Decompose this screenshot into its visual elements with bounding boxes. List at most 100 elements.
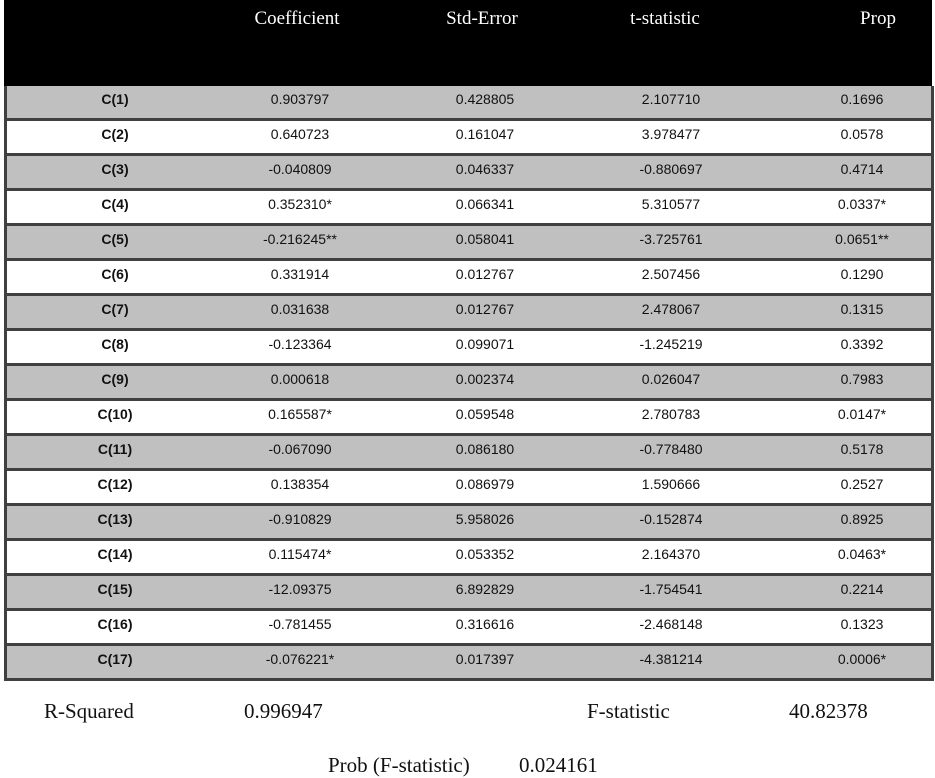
cell-std-error: 0.316616	[455, 616, 515, 632]
cell-t-statistic: 2.164370	[641, 546, 701, 562]
cell-std-error: 0.012767	[455, 301, 515, 317]
table-row: C(16) -0.781455 0.316616 -2.468148 0.1323	[7, 611, 931, 646]
cell-std-error: 0.086979	[455, 476, 515, 492]
table-row: C(9) 0.000618 0.002374 0.026047 0.7983	[7, 366, 931, 401]
cell-coefficient: 0.331914	[270, 266, 330, 282]
table-row: C(4) 0.352310* 0.066341 5.310577 0.0337*	[7, 191, 931, 226]
table-row: C(10) 0.165587* 0.059548 2.780783 0.0147*	[7, 401, 931, 436]
cell-t-statistic: -0.880697	[639, 161, 703, 177]
cell-variable: C(6)	[101, 266, 129, 282]
cell-t-statistic: -2.468148	[639, 616, 703, 632]
cell-prop: 0.0337*	[837, 196, 887, 212]
cell-prop: 0.2527	[840, 476, 884, 492]
cell-coefficient: 0.138354	[270, 476, 330, 492]
cell-std-error: 0.002374	[455, 371, 515, 387]
cell-prop: 0.1323	[840, 616, 884, 632]
cell-variable: C(10)	[97, 406, 133, 422]
table-row: C(6) 0.331914 0.012767 2.507456 0.1290	[7, 261, 931, 296]
header-t-statistic: t-statistic	[630, 8, 700, 29]
cell-std-error: 0.161047	[455, 126, 515, 142]
cell-variable: C(11)	[97, 441, 133, 457]
table-row: C(1) 0.903797 0.428805 2.107710 0.1696	[7, 86, 931, 121]
cell-variable: C(17)	[97, 651, 133, 667]
cell-variable: C(14)	[97, 546, 133, 562]
cell-prop: 0.0006*	[837, 651, 887, 667]
cell-t-statistic: 1.590666	[641, 476, 701, 492]
cell-variable: C(12)	[97, 476, 133, 492]
table-row: C(7) 0.031638 0.012767 2.478067 0.1315	[7, 296, 931, 331]
cell-coefficient: -0.781455	[268, 616, 332, 632]
cell-variable: C(8)	[101, 336, 129, 352]
cell-t-statistic: 5.310577	[641, 196, 701, 212]
cell-prop: 0.0578	[840, 126, 884, 142]
cell-prop: 0.0147*	[837, 406, 887, 422]
cell-variable: C(7)	[101, 301, 129, 317]
cell-std-error: 6.892829	[455, 581, 515, 597]
cell-prop: 0.3392	[840, 336, 884, 352]
cell-std-error: 0.066341	[455, 196, 515, 212]
coefficient-table: C(1) 0.903797 0.428805 2.107710 0.1696 C(2) 0.…	[4, 86, 934, 681]
cell-t-statistic: 2.507456	[641, 266, 701, 282]
cell-t-statistic: -4.381214	[639, 651, 703, 667]
cell-variable: C(16)	[97, 616, 133, 632]
cell-variable: C(3)	[101, 161, 129, 177]
cell-std-error: 0.046337	[455, 161, 515, 177]
cell-coefficient: 0.031638	[270, 301, 330, 317]
cell-coefficient: 0.000618	[270, 371, 330, 387]
cell-t-statistic: -0.152874	[639, 511, 703, 527]
header-std-error: Std-Error	[446, 8, 518, 29]
cell-t-statistic: -1.245219	[639, 336, 703, 352]
cell-t-statistic: -3.725761	[639, 231, 703, 247]
cell-variable: C(2)	[101, 126, 129, 142]
cell-coefficient: 0.903797	[270, 91, 330, 107]
cell-std-error: 0.058041	[455, 231, 515, 247]
cell-variable: C(5)	[101, 231, 129, 247]
cell-t-statistic: -0.778480	[639, 441, 703, 457]
cell-coefficient: -12.09375	[268, 581, 332, 597]
cell-variable: C(9)	[101, 371, 129, 387]
r-squared-value: 0.996947	[244, 699, 323, 723]
cell-prop: 0.2214	[840, 581, 884, 597]
cell-prop: 0.1290	[840, 266, 884, 282]
cell-variable: C(1)	[101, 91, 129, 107]
header-coefficient: Coefficient	[254, 8, 340, 29]
f-statistic-value: 40.82378	[789, 699, 868, 723]
cell-coefficient: 0.352310*	[268, 196, 332, 212]
prob-f-statistic-label: Prob (F-statistic)	[328, 753, 470, 777]
table-row: C(11) -0.067090 0.086180 -0.778480 0.5178	[7, 436, 931, 471]
cell-prop: 0.0463*	[837, 546, 887, 562]
cell-std-error: 0.059548	[455, 406, 515, 422]
cell-t-statistic: 2.478067	[641, 301, 701, 317]
cell-t-statistic: 3.978477	[641, 126, 701, 142]
cell-coefficient: -0.076221*	[265, 651, 335, 667]
cell-prop: 0.1315	[840, 301, 884, 317]
table-row: C(2) 0.640723 0.161047 3.978477 0.0578	[7, 121, 931, 156]
table-row: C(12) 0.138354 0.086979 1.590666 0.2527	[7, 471, 931, 506]
cell-t-statistic: 2.780783	[641, 406, 701, 422]
cell-prop: 0.1696	[840, 91, 884, 107]
cell-prop: 0.8925	[840, 511, 884, 527]
cell-std-error: 0.012767	[455, 266, 515, 282]
table-row: C(8) -0.123364 0.099071 -1.245219 0.3392	[7, 331, 931, 366]
cell-std-error: 0.428805	[455, 91, 515, 107]
cell-std-error: 0.017397	[455, 651, 515, 667]
table-row: C(13) -0.910829 5.958026 -0.152874 0.8925	[7, 506, 931, 541]
header-prop: Prop	[860, 8, 896, 29]
cell-coefficient: 0.115474*	[268, 546, 332, 562]
cell-coefficient: -0.040809	[268, 161, 332, 177]
table-row: C(14) 0.115474* 0.053352 2.164370 0.0463*	[7, 541, 931, 576]
cell-prop: 0.7983	[840, 371, 884, 387]
f-statistic-label: F-statistic	[587, 699, 670, 723]
cell-coefficient: -0.910829	[268, 511, 332, 527]
cell-prop: 0.5178	[840, 441, 884, 457]
cell-std-error: 0.086180	[455, 441, 515, 457]
table-row: C(5) -0.216245** 0.058041 -3.725761 0.0651**	[7, 226, 931, 261]
cell-coefficient: -0.067090	[268, 441, 332, 457]
cell-std-error: 5.958026	[455, 511, 515, 527]
cell-coefficient: 0.165587*	[268, 406, 332, 422]
table-row: C(17) -0.076221* 0.017397 -4.381214 0.0006*	[7, 646, 931, 681]
cell-variable: C(13)	[97, 511, 133, 527]
cell-t-statistic: -1.754541	[639, 581, 703, 597]
table-header: Coefficient Std-Error t-statistic Prop	[4, 0, 932, 86]
cell-coefficient: 0.640723	[270, 126, 330, 142]
